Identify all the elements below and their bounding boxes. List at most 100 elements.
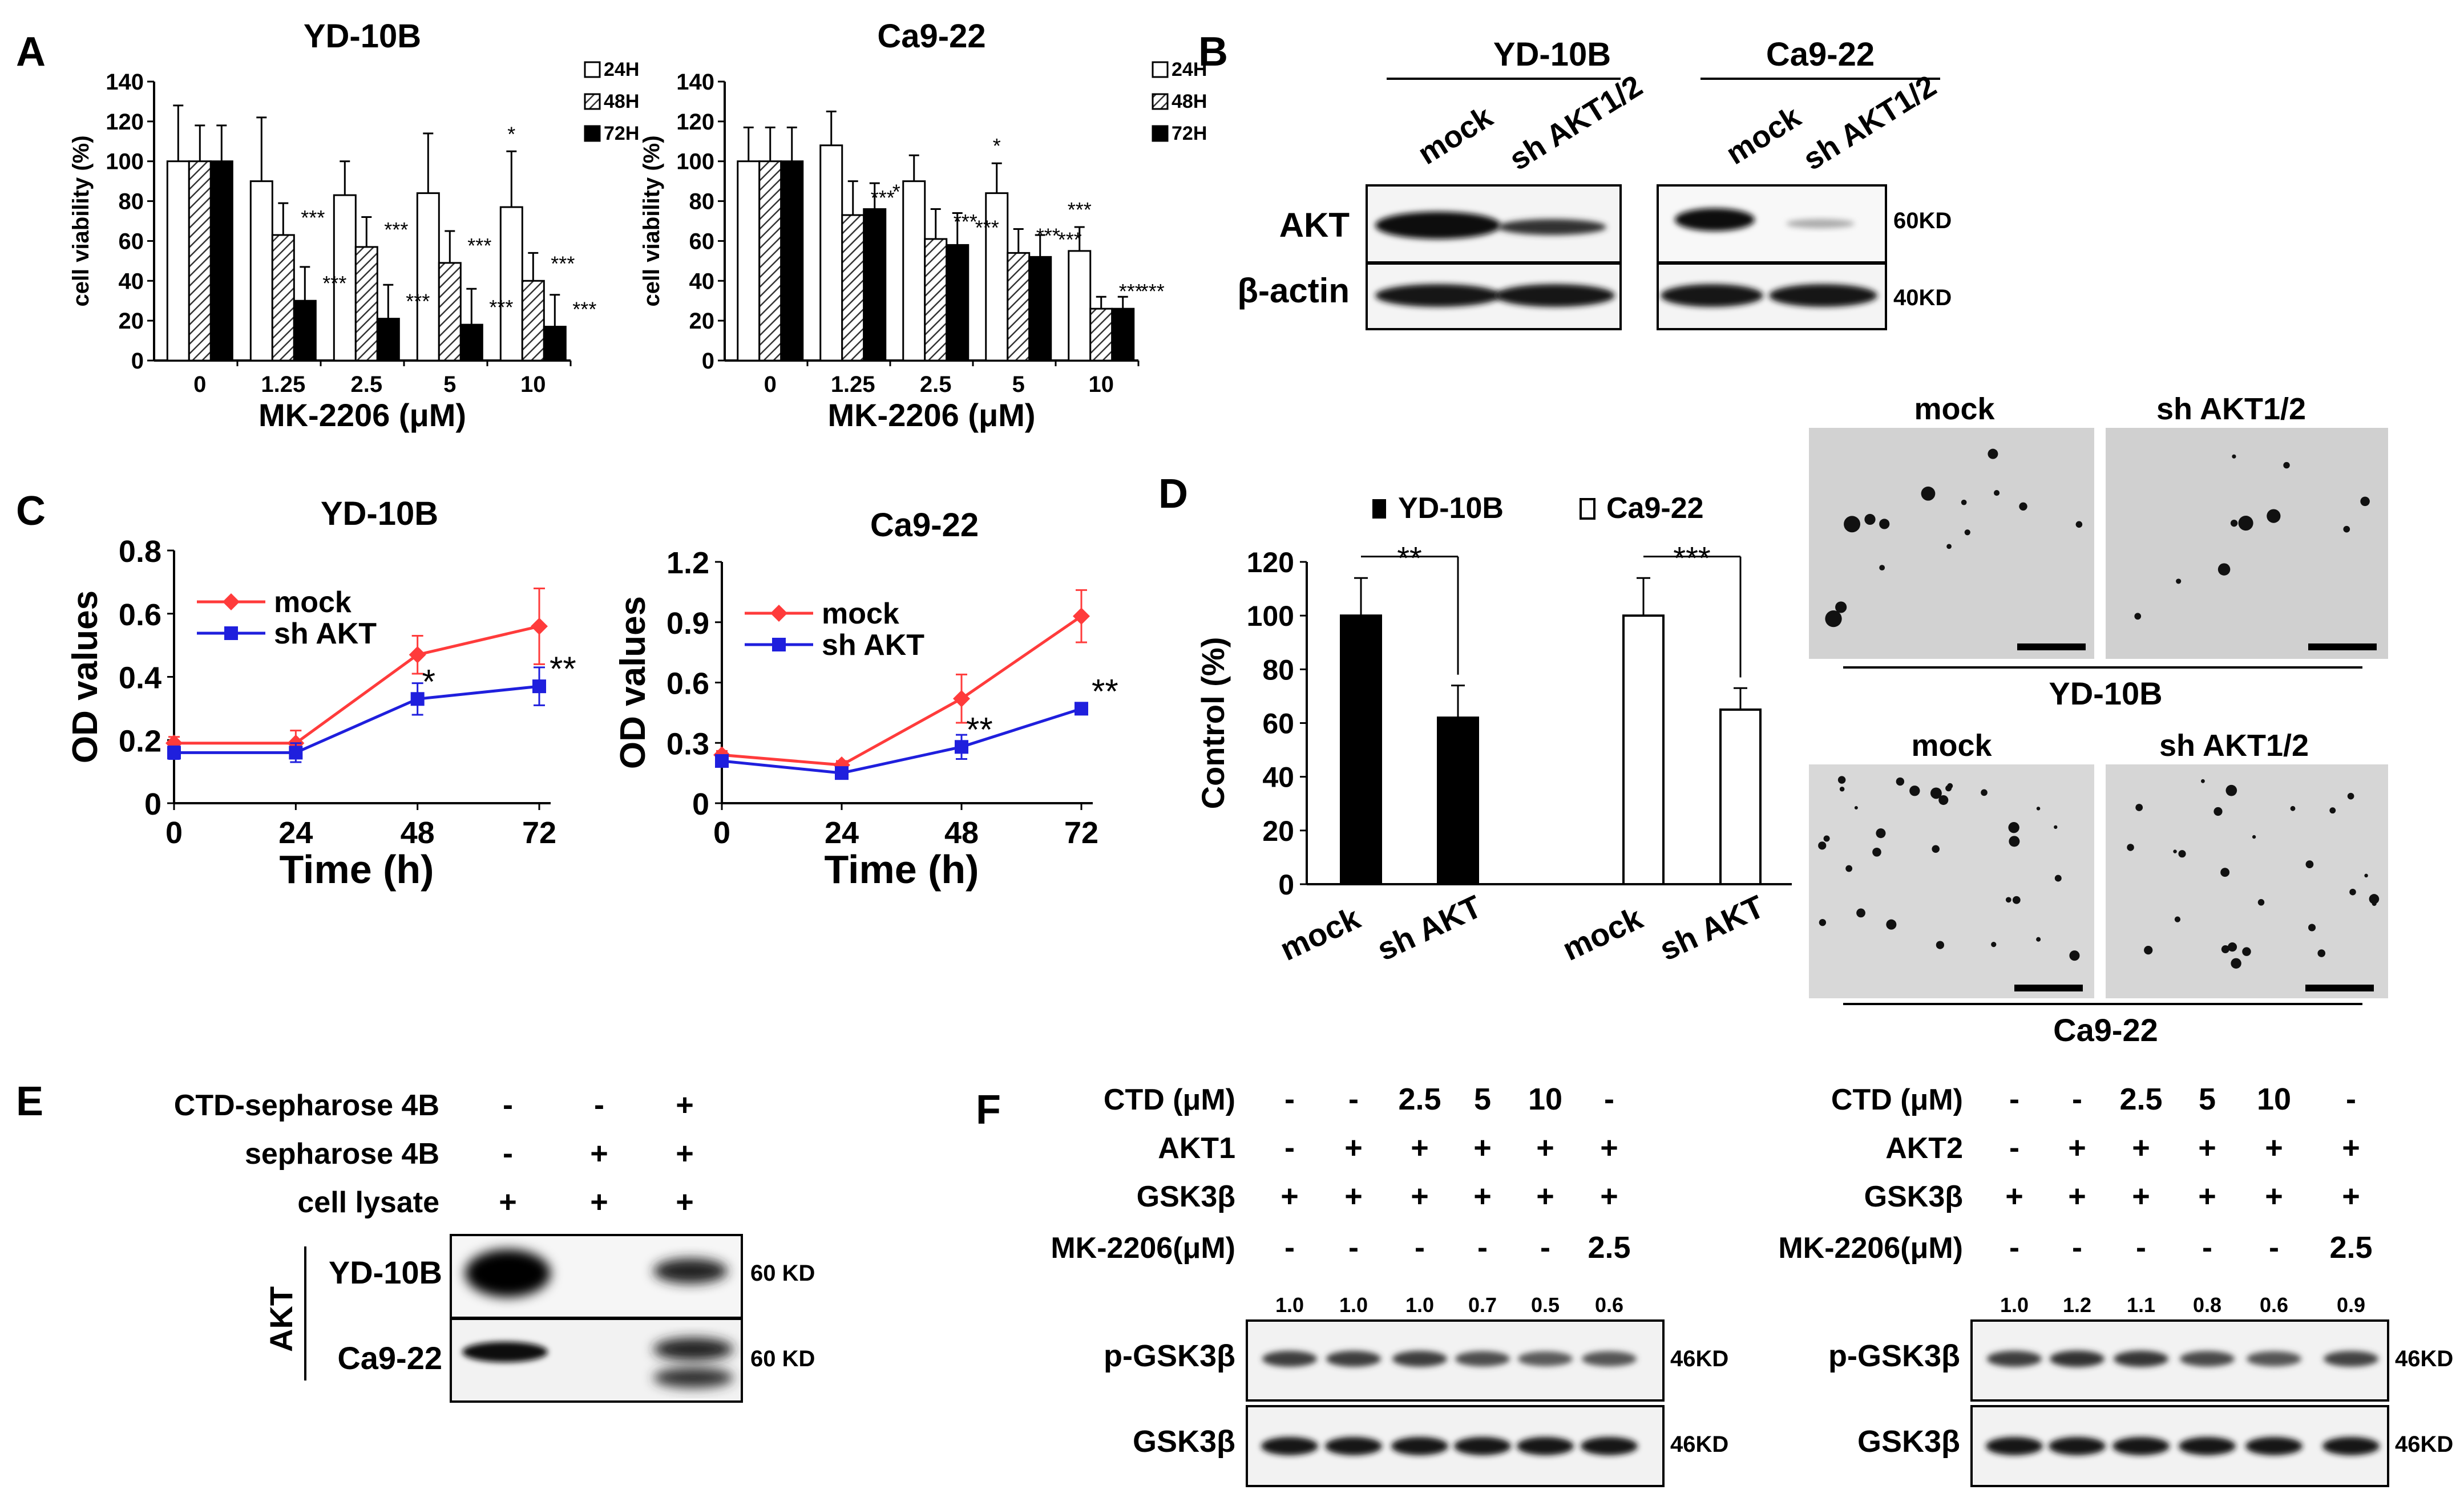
condition-mark: - xyxy=(594,1088,604,1122)
bar xyxy=(249,180,273,362)
x-tick-label: 48 xyxy=(401,816,435,850)
colony-dot xyxy=(2343,525,2350,533)
series-line xyxy=(174,625,540,745)
x-axis-label: Time (h) xyxy=(825,847,979,892)
significance-mark: *** xyxy=(1068,198,1092,221)
x-tick-label: mock xyxy=(1557,900,1648,967)
colony-dot xyxy=(2176,578,2182,584)
y-tick-label: 0.6 xyxy=(119,598,161,632)
blot-band xyxy=(2179,1437,2236,1455)
condition-mark: + xyxy=(590,1136,608,1171)
colony-dot xyxy=(2221,945,2229,953)
condition-mark: + xyxy=(676,1136,694,1171)
colony-dot xyxy=(2372,901,2377,906)
colony-dot xyxy=(1886,919,1897,930)
x-tick-label: 2.5 xyxy=(920,372,952,397)
colony-dot xyxy=(2069,950,2080,961)
colony-dot xyxy=(2329,807,2336,814)
bar xyxy=(1089,307,1113,362)
panel-letter-e: E xyxy=(16,1079,43,1124)
chart-c-yd10b: YD-10B 0 0.2 0.4 0.6 0.8 0 24 48 72 OD values Time … xyxy=(66,495,576,892)
x-tick-label: 0 xyxy=(713,816,730,850)
condition-label: CTD (μM) xyxy=(1104,1083,1235,1116)
significance-mark: * xyxy=(993,134,1001,157)
significance-mark: *** xyxy=(301,206,325,229)
legend-swatch xyxy=(584,93,601,110)
blot-band xyxy=(2112,1437,2170,1455)
condition-mark: 10 xyxy=(1528,1082,1562,1116)
panel-e-band xyxy=(653,1367,733,1388)
x-tick-label: 72 xyxy=(1064,816,1098,850)
quant-value: 1.0 xyxy=(1275,1293,1304,1317)
bar xyxy=(902,180,926,362)
blot-band xyxy=(1517,1437,1574,1455)
legend-swatch xyxy=(1372,499,1386,519)
legend-swatch xyxy=(1580,498,1595,520)
colony-dots xyxy=(1818,448,2380,969)
y-tick-label: 20 xyxy=(689,309,715,334)
significance-mark: * xyxy=(422,662,435,701)
significance-mark: ** xyxy=(1397,540,1422,576)
series-line xyxy=(174,685,540,754)
condition-mark: - xyxy=(2269,1230,2279,1265)
data-point xyxy=(410,692,425,706)
y-tick-label: 40 xyxy=(689,269,715,294)
condition-mark: - xyxy=(1348,1230,1359,1265)
quant-value: 0.6 xyxy=(1595,1293,1623,1317)
bar xyxy=(946,244,970,362)
condition-mark: - xyxy=(2072,1230,2082,1265)
x-tick-label: 24 xyxy=(278,816,313,850)
blot-band xyxy=(1518,1351,1573,1366)
bar xyxy=(1437,716,1479,886)
condition-label: GSK3β xyxy=(1137,1180,1235,1213)
significance-mark: *** xyxy=(1036,224,1060,247)
condition-mark: + xyxy=(2198,1131,2216,1165)
y-tick-label: 0.6 xyxy=(667,667,709,701)
colony-dot xyxy=(2054,825,2058,829)
condition-mark: + xyxy=(1536,1179,1554,1213)
colony-dot xyxy=(1936,941,1944,949)
condition-mark: - xyxy=(2202,1230,2212,1265)
bar xyxy=(1340,614,1382,885)
colony-dot xyxy=(1991,942,1997,948)
bar xyxy=(543,326,567,362)
condition-label: GSK3β xyxy=(1864,1180,1963,1213)
colony-dot xyxy=(1837,776,1846,784)
bar xyxy=(416,192,440,362)
panel-e-row-ca922: Ca9-22 xyxy=(337,1340,442,1376)
colony-dot xyxy=(2144,946,2153,955)
significance-mark: *** xyxy=(1141,280,1165,303)
chart-title: YD-10B xyxy=(321,495,438,532)
panel-b-band xyxy=(1495,284,1615,307)
series-line xyxy=(721,615,1082,767)
panel-e-cond-1: sepharose 4B xyxy=(245,1137,439,1171)
bar xyxy=(1719,708,1762,886)
data-point xyxy=(1075,702,1088,716)
significance-mark: * xyxy=(507,122,515,145)
bar xyxy=(758,160,782,362)
blot-band xyxy=(2049,1437,2106,1455)
colony-dot xyxy=(2238,515,2253,531)
y-tick-label: 100 xyxy=(676,149,714,175)
condition-mark: - xyxy=(1540,1230,1550,1265)
bar xyxy=(438,262,462,362)
condition-label: CTD (μM) xyxy=(1831,1083,1963,1116)
colony-dot xyxy=(2200,779,2205,783)
colony-dot xyxy=(2054,875,2062,882)
bar xyxy=(209,160,233,362)
colony-dot xyxy=(1938,795,1949,805)
significance-mark: * xyxy=(892,180,900,204)
colony-dot xyxy=(2232,454,2236,459)
chart-c-ca922: Ca9-22 0 0.3 0.6 0.9 1.2 0 24 48 72 OD values Time … xyxy=(613,507,1118,892)
colony-dot xyxy=(2036,807,2041,811)
y-tick-label: 40 xyxy=(1262,762,1294,794)
data-point xyxy=(289,746,303,760)
significance-mark: *** xyxy=(406,290,430,313)
x-tick-label: 0 xyxy=(165,816,183,850)
condition-mark: - xyxy=(2136,1230,2146,1265)
condition-label: MK-2206(μM) xyxy=(1051,1232,1235,1265)
x-tick-label: 10 xyxy=(1089,372,1114,397)
condition-mark: + xyxy=(676,1185,694,1219)
panel-e-kd-2: 60 KD xyxy=(750,1346,815,1371)
